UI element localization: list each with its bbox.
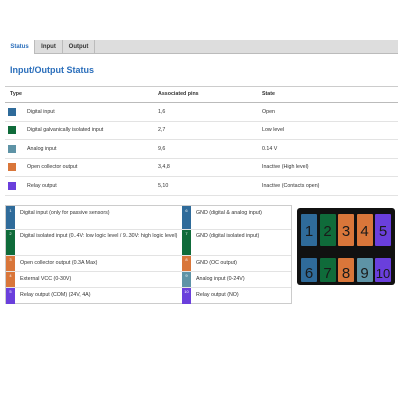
row-line bbox=[5, 139, 398, 141]
legend-bar bbox=[182, 206, 191, 229]
legend-bar bbox=[182, 229, 191, 255]
tab[interactable]: Status bbox=[5, 40, 35, 54]
pin: 6 bbox=[301, 258, 317, 282]
legend-bar bbox=[6, 206, 15, 229]
table-cell: 5,10 bbox=[158, 182, 169, 189]
legend-line bbox=[6, 229, 291, 230]
pin: 8 bbox=[338, 258, 354, 282]
row-line bbox=[5, 121, 398, 122]
legend-number: 6 bbox=[185, 208, 188, 213]
legend-label: External VCC (0-30V) bbox=[20, 275, 72, 282]
legend-label: Open collector output (0.3A Max) bbox=[20, 259, 98, 266]
color-swatch bbox=[8, 144, 16, 153]
row-line bbox=[5, 194, 398, 196]
table-cell: 2,7 bbox=[158, 127, 166, 134]
row-line bbox=[5, 157, 398, 159]
table-header: Type bbox=[10, 91, 22, 97]
table-cell: 1,6 bbox=[158, 109, 166, 115]
legend-number: 3 bbox=[9, 257, 12, 262]
tab-bar bbox=[5, 40, 398, 54]
legend-bar bbox=[6, 255, 15, 271]
legend-number: 10 bbox=[184, 289, 189, 294]
legend-label: Digital input (only for passive sensors) bbox=[20, 210, 110, 216]
legend-bar bbox=[6, 229, 15, 255]
table-cell: 0.14 V bbox=[262, 145, 278, 152]
table-cell: Inactive (High level) bbox=[262, 164, 309, 171]
pin: 9 bbox=[356, 258, 373, 282]
pin: 7 bbox=[319, 258, 336, 282]
pin: 10 bbox=[375, 258, 391, 282]
table-cell: Analog input bbox=[27, 145, 57, 152]
legend-bar bbox=[6, 271, 15, 287]
header-line bbox=[5, 102, 398, 103]
legend-line bbox=[6, 255, 291, 256]
pin: 1 bbox=[301, 214, 317, 246]
tab[interactable]: Output bbox=[63, 40, 95, 54]
legend-bar bbox=[182, 287, 191, 304]
legend-line bbox=[6, 271, 291, 272]
legend-label: Analog input (0-24V) bbox=[196, 275, 245, 282]
pin: 2 bbox=[319, 214, 336, 246]
table-cell: Open bbox=[262, 109, 275, 115]
table-cell: Digital input bbox=[27, 109, 55, 115]
legend-label: Digital isolated input (0..4V: low logic… bbox=[20, 233, 178, 239]
page-title: Input/Output Status bbox=[10, 65, 94, 75]
legend-box bbox=[5, 205, 292, 304]
table-cell: 9,6 bbox=[158, 145, 166, 152]
color-swatch bbox=[8, 126, 16, 135]
legend-label: Relay output (NO) bbox=[196, 292, 239, 298]
table-header: State bbox=[262, 91, 275, 97]
pin: 4 bbox=[356, 214, 373, 246]
legend-label: Relay output (COM) (24V, 4A) bbox=[20, 292, 91, 298]
pin: 3 bbox=[338, 214, 354, 246]
table-cell: Inactive (Contacts open) bbox=[262, 182, 320, 189]
pin: 5 bbox=[375, 214, 391, 246]
row-line bbox=[5, 176, 398, 178]
legend-number: 7 bbox=[185, 231, 188, 236]
legend-number: 4 bbox=[9, 273, 12, 278]
table-header: Associated pins bbox=[158, 91, 199, 97]
legend-number: 1 bbox=[9, 208, 12, 213]
legend-label: GND (digital & analog input) bbox=[196, 210, 262, 216]
table-cell: Relay output bbox=[27, 182, 57, 189]
legend-number: 5 bbox=[9, 289, 12, 294]
table-cell: Digital galvanically isolated input bbox=[27, 127, 104, 134]
legend-number: 9 bbox=[185, 273, 188, 278]
legend-label: GND (digital isolated input) bbox=[196, 233, 260, 239]
table-cell: Open collector output bbox=[27, 164, 78, 171]
legend-bar bbox=[182, 271, 191, 287]
legend-label: GND (OC output) bbox=[196, 259, 237, 266]
legend-number: 2 bbox=[9, 231, 12, 236]
legend-bar bbox=[6, 287, 15, 304]
color-swatch bbox=[8, 108, 16, 116]
legend-line bbox=[6, 287, 291, 288]
color-swatch bbox=[8, 181, 16, 190]
color-swatch bbox=[8, 163, 16, 172]
legend-number: 8 bbox=[185, 257, 188, 262]
legend-bar bbox=[182, 255, 191, 271]
table-cell: Low level bbox=[262, 127, 285, 134]
table-cell: 3,4,8 bbox=[158, 164, 170, 171]
tab[interactable]: Input bbox=[35, 40, 63, 54]
divider bbox=[5, 86, 398, 87]
